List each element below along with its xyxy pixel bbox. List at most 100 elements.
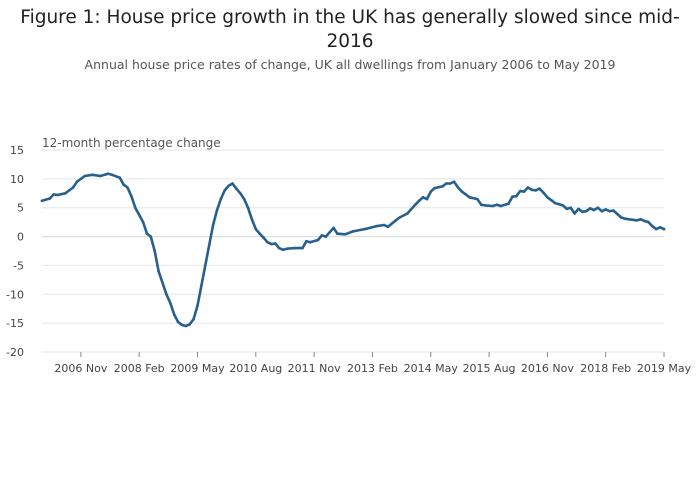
- data-point: [491, 204, 495, 208]
- data-point: [324, 235, 328, 238]
- data-point: [573, 212, 576, 215]
- data-point: [207, 243, 211, 247]
- data-point: [429, 190, 433, 193]
- data-point: [48, 197, 52, 200]
- data-point: [71, 186, 75, 189]
- data-point: [262, 236, 265, 239]
- data-point: [258, 232, 262, 235]
- x-tick-label: 2015 Aug: [463, 362, 516, 375]
- y-tick-label: -15: [6, 317, 24, 330]
- data-point: [600, 209, 604, 213]
- chart-title-line-1: Figure 1: House price growth in the UK h…: [20, 7, 680, 28]
- data-point: [585, 209, 588, 213]
- data-point: [239, 192, 242, 195]
- data-point: [332, 226, 335, 230]
- data-point: [91, 173, 94, 177]
- data-point: [375, 224, 378, 228]
- data-point: [515, 194, 518, 198]
- data-point: [223, 189, 226, 192]
- data-point: [149, 235, 153, 238]
- data-point: [647, 220, 650, 224]
- x-tick-label: 2011 Nov: [288, 362, 341, 375]
- data-point: [398, 216, 401, 219]
- data-point: [627, 218, 631, 221]
- data-point: [631, 218, 635, 222]
- data-point: [565, 207, 569, 211]
- data-point: [40, 199, 44, 203]
- series-line: [40, 172, 666, 328]
- data-point: [285, 247, 289, 250]
- data-point: [363, 227, 367, 231]
- data-point: [351, 230, 355, 233]
- data-point: [235, 187, 238, 190]
- y-axis-label: 12-month percentage change: [42, 136, 221, 150]
- data-point: [483, 204, 487, 207]
- data-point: [406, 212, 409, 215]
- data-point: [75, 180, 79, 183]
- data-point: [227, 184, 230, 188]
- data-point: [526, 186, 530, 189]
- data-point: [511, 195, 514, 198]
- data-point: [507, 202, 510, 205]
- data-point: [616, 212, 619, 216]
- data-point: [569, 206, 572, 209]
- data-point: [134, 206, 137, 209]
- y-tick-label: 5: [17, 202, 24, 215]
- data-point: [305, 239, 308, 243]
- y-tick-label: 15: [10, 144, 24, 157]
- x-tick-label: 2009 May: [170, 362, 225, 375]
- data-point: [176, 320, 180, 324]
- data-point: [301, 246, 304, 250]
- data-point: [130, 194, 133, 198]
- data-point: [308, 241, 312, 244]
- data-point: [200, 284, 203, 287]
- data-point: [662, 227, 666, 231]
- data-point: [619, 216, 623, 219]
- data-point: [211, 223, 215, 227]
- data-point: [157, 269, 160, 273]
- data-point: [460, 190, 464, 193]
- chart-subtitle: Annual house price rates of change, UK a…: [84, 57, 616, 72]
- data-point: [553, 201, 557, 205]
- data-point: [550, 198, 553, 202]
- data-point: [608, 209, 611, 213]
- data-point: [546, 196, 549, 199]
- data-point: [204, 264, 207, 267]
- data-point: [254, 227, 258, 231]
- data-point: [643, 219, 646, 223]
- data-point: [56, 193, 59, 197]
- data-point: [172, 313, 176, 316]
- data-point: [343, 233, 347, 236]
- data-point: [596, 206, 600, 209]
- data-point: [336, 232, 339, 235]
- data-point: [281, 248, 285, 252]
- data-point: [293, 246, 297, 250]
- data-point: [165, 293, 168, 296]
- data-point: [266, 241, 269, 244]
- chart-title: Figure 1: House price growth in the UK h…: [0, 6, 700, 54]
- data-point: [122, 183, 125, 186]
- data-point: [250, 218, 254, 221]
- data-point: [246, 206, 250, 209]
- data-point: [141, 220, 145, 224]
- x-tick-label: 2018 Feb: [580, 362, 631, 375]
- data-point: [651, 224, 654, 228]
- data-point: [612, 209, 615, 212]
- data-point: [495, 203, 499, 207]
- data-point: [180, 323, 184, 327]
- data-point: [421, 196, 425, 199]
- data-point: [452, 180, 456, 183]
- data-point: [153, 249, 156, 253]
- y-tick-label: 10: [10, 173, 24, 186]
- data-point: [192, 317, 195, 321]
- data-point: [145, 232, 149, 235]
- data-point: [577, 207, 580, 211]
- data-point: [126, 186, 129, 189]
- data-point: [448, 182, 452, 185]
- y-tick-label: 0: [17, 231, 24, 244]
- data-point: [219, 197, 223, 201]
- data-point: [320, 234, 324, 237]
- data-point: [169, 301, 172, 305]
- data-point: [561, 204, 565, 207]
